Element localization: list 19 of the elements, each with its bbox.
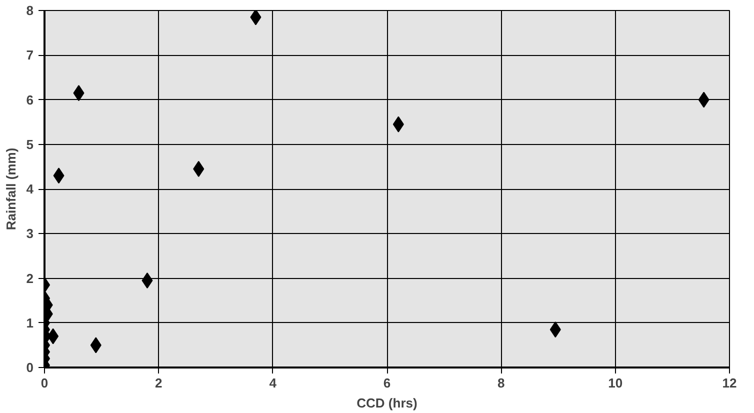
x-tick-label: 6 xyxy=(383,376,391,390)
y-axis-title: Rainfall (mm) xyxy=(3,148,18,230)
y-tick-label: 8 xyxy=(26,3,34,18)
y-tick-label: 4 xyxy=(26,182,34,196)
x-axis-title: CCD (hrs) xyxy=(356,396,418,410)
x-tick-label: 2 xyxy=(155,376,162,390)
y-tick-label: 5 xyxy=(26,136,34,152)
x-tick-label: 0 xyxy=(40,376,48,390)
y-tick-label: 0 xyxy=(26,360,34,375)
x-tick-label: 12 xyxy=(722,376,737,390)
x-tick-label: 8 xyxy=(498,376,505,390)
y-tick-label: 1 xyxy=(26,315,34,330)
point xyxy=(250,10,262,26)
x-tick-label: 4 xyxy=(269,376,278,390)
y-tick-label: 2 xyxy=(26,270,34,286)
y-tick-label: 6 xyxy=(26,92,34,108)
x-tick-label: 10 xyxy=(608,376,623,390)
y-tick-label: 7 xyxy=(26,48,34,63)
y-tick-label: 3 xyxy=(26,226,34,242)
